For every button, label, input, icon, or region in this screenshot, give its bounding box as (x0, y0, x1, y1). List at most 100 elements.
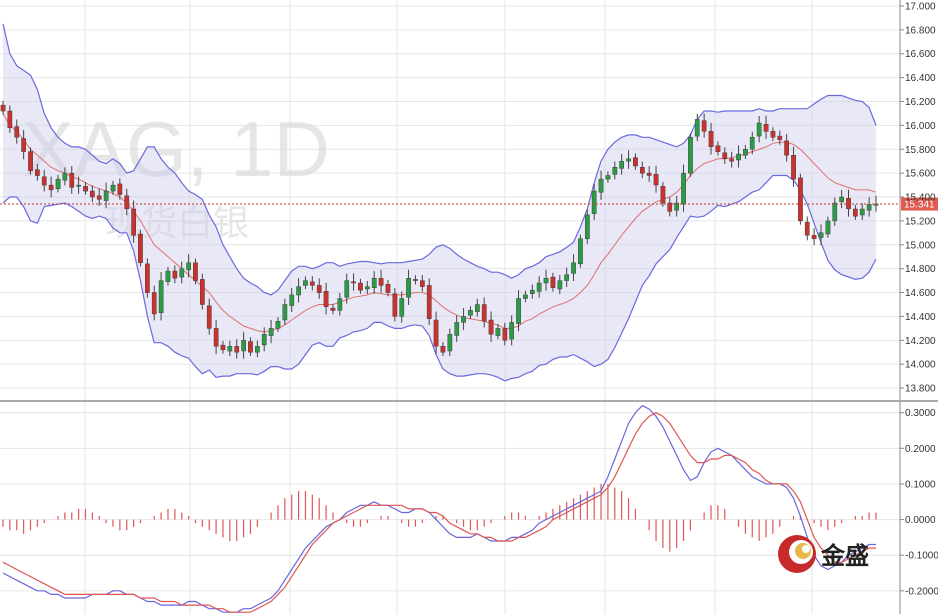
brand-logo: 金盛 (778, 535, 869, 573)
candle-body (585, 214, 590, 239)
macd-tick-label: -0.2000 (905, 586, 938, 597)
candle (165, 266, 171, 286)
candle-body (110, 184, 116, 192)
candle-body (667, 202, 673, 212)
candle-body (7, 110, 13, 128)
candle (426, 278, 432, 326)
candle (447, 328, 453, 357)
candle (7, 105, 13, 133)
candle (454, 315, 460, 342)
candle (770, 127, 776, 142)
candle (21, 130, 27, 160)
candle (158, 272, 164, 321)
candle (117, 178, 123, 200)
candle-body (351, 281, 356, 284)
jinsheng-logo-icon (778, 535, 816, 573)
candle-body (633, 157, 638, 167)
candle (701, 113, 707, 138)
candle (488, 311, 494, 342)
candle-body (798, 177, 803, 222)
candle (722, 147, 728, 164)
price-tick-label: 16.400 (905, 73, 936, 84)
candle-body (234, 346, 240, 353)
candle (378, 269, 384, 294)
candle (495, 324, 501, 340)
candle-body (619, 160, 625, 169)
candle (213, 319, 219, 354)
candle-body (839, 196, 845, 203)
candle (708, 122, 714, 155)
candle (605, 171, 611, 183)
candlesticks (0, 100, 879, 359)
candle-body (330, 307, 336, 311)
candle-body (158, 280, 164, 314)
candle (89, 185, 95, 203)
candle (151, 285, 157, 321)
candle-body (763, 123, 769, 132)
candle (502, 322, 508, 346)
candle-body (818, 232, 824, 238)
candle-body (227, 346, 233, 352)
candle (550, 272, 556, 292)
candle-body (316, 285, 322, 293)
macd-tick-label: 0.2000 (905, 444, 936, 455)
candle-body (310, 281, 315, 286)
price-tick-label: 16.600 (905, 49, 936, 60)
candle-body (543, 278, 549, 284)
candle (96, 188, 102, 206)
candle (646, 166, 652, 182)
bollinger-bands (2, 23, 877, 382)
candle-body (48, 184, 54, 191)
candle-body (729, 158, 735, 162)
candle-body (275, 321, 281, 329)
candle-body (165, 270, 171, 282)
price-tick-label: 16.800 (905, 25, 936, 36)
candle (199, 273, 205, 310)
candle-body (674, 202, 680, 211)
candle (399, 291, 405, 323)
candle (777, 130, 783, 145)
candle-body (248, 341, 253, 353)
candle-body (282, 304, 288, 321)
candle (468, 306, 473, 319)
candle (172, 265, 178, 284)
candle (220, 340, 226, 354)
bollinger-middle-line (2, 113, 877, 333)
candle (358, 278, 363, 294)
candle-body (612, 166, 618, 175)
candle (296, 278, 302, 303)
candle-body (14, 126, 20, 138)
candle (598, 170, 604, 200)
candle (756, 115, 762, 143)
candle (749, 131, 755, 155)
candle (440, 342, 446, 356)
candle-body (131, 208, 137, 236)
candle-body (103, 190, 109, 201)
candle-body (722, 152, 728, 160)
candle (784, 133, 790, 162)
candle (83, 182, 88, 195)
bollinger-upper-line (2, 23, 877, 296)
candle (206, 298, 212, 335)
candle (275, 317, 281, 333)
candle (241, 331, 247, 359)
signal-line (2, 412, 876, 613)
price-gridlines (0, 0, 900, 400)
candle (289, 287, 295, 313)
candle-body (605, 175, 611, 180)
candle (811, 228, 817, 246)
candle (763, 115, 769, 139)
candle-body (83, 186, 88, 192)
price-tick-label: 15.800 (905, 145, 936, 156)
candle (557, 274, 563, 295)
candle (248, 337, 253, 356)
candle-body (358, 282, 363, 291)
candle (55, 174, 61, 193)
candle (475, 298, 480, 317)
candle-body (254, 346, 260, 353)
candle-body (199, 279, 205, 305)
candle (564, 267, 570, 287)
candle (667, 197, 673, 217)
candle-body (598, 178, 604, 193)
candle (186, 254, 192, 278)
